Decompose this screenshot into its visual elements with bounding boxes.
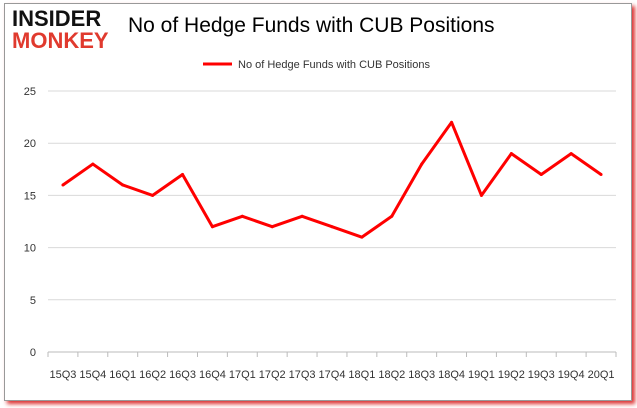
- x-tick-label: 15Q3: [49, 369, 76, 381]
- x-tick-label: 18Q2: [378, 369, 405, 381]
- data-point: [509, 152, 513, 156]
- y-tick-label: 25: [24, 86, 36, 98]
- insider-monkey-logo: INSIDER MONKEY: [12, 8, 109, 52]
- logo-line1: INSIDER: [12, 6, 102, 31]
- x-tick-label: 17Q4: [319, 369, 346, 381]
- data-point: [390, 214, 394, 218]
- x-tick-label: 16Q4: [199, 369, 226, 381]
- data-point: [569, 152, 573, 156]
- data-point: [599, 173, 603, 177]
- x-tick-label: 18Q3: [408, 369, 435, 381]
- x-tick-label: 15Q4: [79, 369, 106, 381]
- data-point: [210, 225, 214, 229]
- x-tick-label: 16Q1: [109, 369, 136, 381]
- data-point: [91, 162, 95, 166]
- x-tick-label: 19Q2: [498, 369, 525, 381]
- data-point: [330, 225, 334, 229]
- series-line: [62, 120, 602, 239]
- y-tick-label: 5: [30, 295, 36, 307]
- chart-title: No of Hedge Funds with CUB Positions: [128, 14, 495, 37]
- y-tick-label: 15: [24, 190, 36, 202]
- data-point: [61, 183, 65, 187]
- x-tick-label: 18Q4: [438, 369, 465, 381]
- x-tick-label: 16Q2: [139, 369, 166, 381]
- data-point: [539, 173, 543, 177]
- x-tick-label: 19Q1: [468, 369, 495, 381]
- data-point: [240, 214, 244, 218]
- data-point: [300, 214, 304, 218]
- x-tick-label: 18Q1: [348, 369, 375, 381]
- legend-label: No of Hedge Funds with CUB Positions: [238, 59, 430, 71]
- x-tick-label: 17Q3: [289, 369, 316, 381]
- x-tick-label: 17Q2: [259, 369, 286, 381]
- data-point: [121, 183, 125, 187]
- data-point: [151, 193, 155, 197]
- x-tick-label: 19Q4: [558, 369, 585, 381]
- x-tick-label: 20Q1: [588, 369, 615, 381]
- x-tick-label: 16Q3: [169, 369, 196, 381]
- data-point: [270, 225, 274, 229]
- x-tick-label: 19Q3: [528, 369, 555, 381]
- data-point: [360, 235, 364, 239]
- chart-frame: [4, 3, 632, 401]
- data-point: [450, 120, 454, 124]
- y-tick-label: 0: [30, 347, 36, 359]
- data-point: [181, 173, 185, 177]
- data-point: [479, 193, 483, 197]
- y-tick-label: 20: [24, 138, 36, 150]
- y-tick-label: 10: [24, 243, 36, 255]
- data-point: [420, 162, 424, 166]
- x-tick-label: 17Q1: [229, 369, 256, 381]
- logo-line2: MONKEY: [12, 28, 109, 53]
